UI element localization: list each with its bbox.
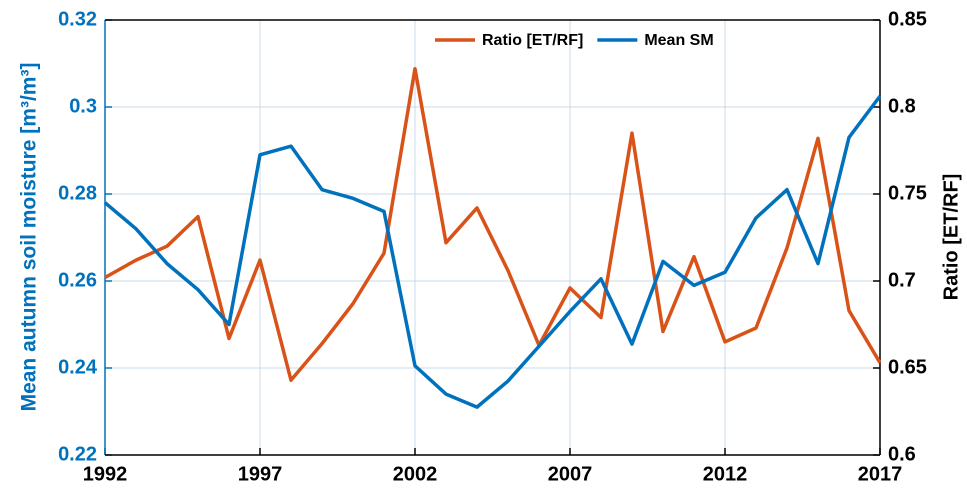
y-tick-label: 0.22 [58, 443, 97, 465]
y2-tick-label: 0.8 [888, 95, 916, 117]
y-tick-label: 0.32 [58, 8, 97, 30]
series-line [104, 66, 882, 382]
y-tick-label: 0.24 [58, 356, 98, 378]
x-tick-label: 2017 [858, 463, 903, 485]
x-tick-label: 1997 [238, 463, 283, 485]
x-tick-label: 2012 [703, 463, 748, 485]
legend-label: Mean SM [644, 32, 713, 49]
y2-axis-label: Ratio [ET/RF] [940, 174, 962, 301]
legend-label: Ratio [ET/RF] [482, 32, 583, 49]
series-line [103, 95, 882, 409]
y-tick-label: 0.3 [69, 95, 97, 117]
y-tick-label: 0.28 [58, 182, 97, 204]
y2-tick-label: 0.75 [888, 182, 927, 204]
y-tick-label: 0.26 [58, 269, 97, 291]
y2-tick-label: 0.7 [888, 269, 916, 291]
y-axis-label: Mean autumn soil moisture [m³/m³] [18, 63, 41, 412]
x-tick-label: 1992 [83, 463, 128, 485]
y2-tick-label: 0.65 [888, 356, 927, 378]
y2-tick-label: 0.6 [888, 443, 916, 465]
x-tick-label: 2007 [548, 463, 593, 485]
x-tick-label: 2002 [393, 463, 438, 485]
y2-tick-label: 0.85 [888, 8, 927, 30]
